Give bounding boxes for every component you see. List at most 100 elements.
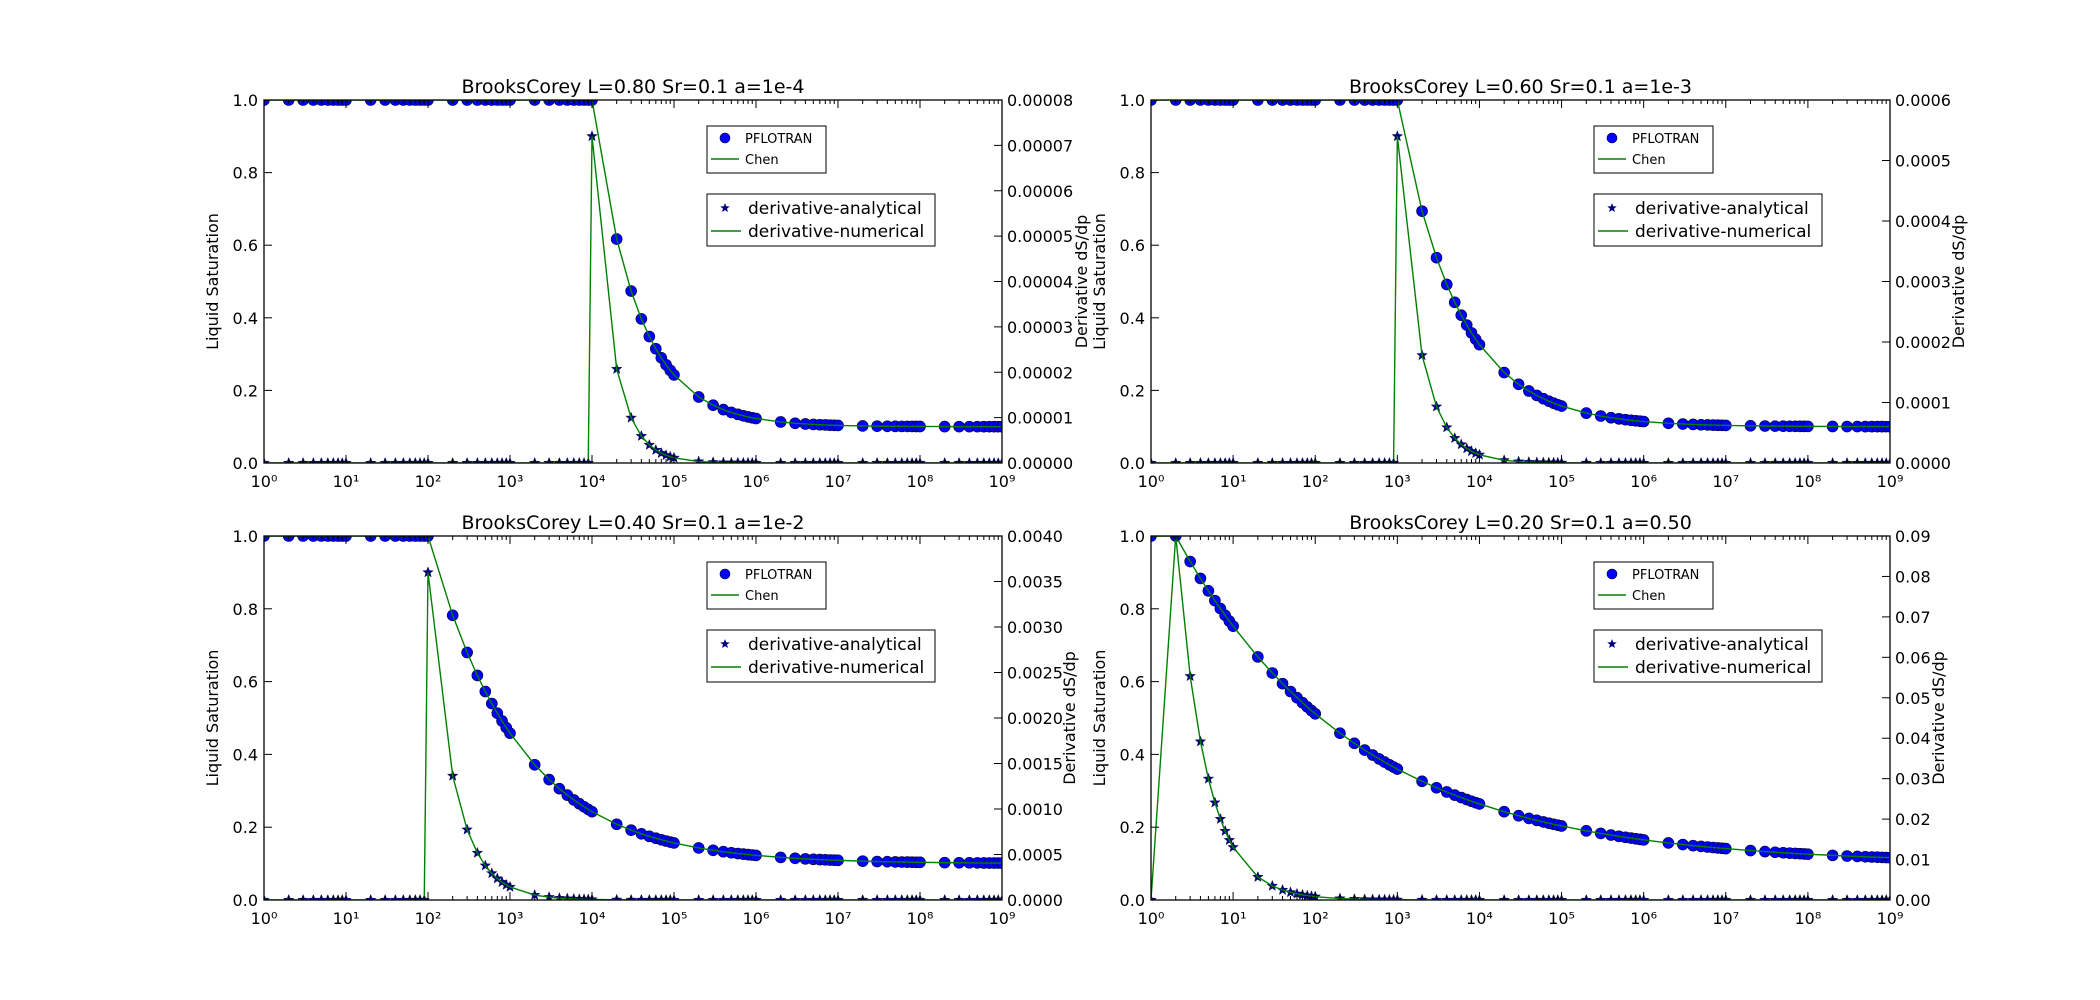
x-tick-label: 10³ bbox=[1384, 909, 1411, 928]
x-axis: 10⁰ 10¹ 10² 10³ 10⁴ 10⁵ 10⁶ 10⁷ 10⁸ 10⁹ bbox=[1138, 100, 1903, 491]
y-tick-label: 0.6 bbox=[1120, 673, 1145, 692]
y2-tick-label: 0.07 bbox=[1895, 608, 1931, 627]
y-tick-label: 0.8 bbox=[1120, 600, 1145, 619]
y-tick-label: 0.6 bbox=[233, 673, 258, 692]
y2-tick-label: 0.0030 bbox=[1007, 618, 1063, 637]
y2-tick-label: 0.00003 bbox=[1007, 318, 1073, 337]
y-tick-label: 0.2 bbox=[1120, 818, 1145, 837]
y-axis-left: 0.0 0.2 0.4 0.6 0.8 1.0 Liquid Saturation bbox=[1090, 91, 1159, 473]
y2-tick-label: 0.0001 bbox=[1895, 394, 1951, 413]
y-tick-label: 0.4 bbox=[1120, 309, 1145, 328]
y2-axis-label: Derivative dS/dp bbox=[1072, 215, 1091, 349]
series-pflotran bbox=[264, 536, 1002, 869]
y-tick-label: 0.0 bbox=[233, 891, 258, 910]
legend-saturation: PFLOTRAN Chen bbox=[706, 125, 827, 174]
y-axis-right: 0.0000 0.0005 0.0010 0.0015 0.0020 0.0025 0.00… bbox=[994, 527, 1079, 910]
legend-marker-star bbox=[720, 639, 730, 649]
x-tick-label: 10³ bbox=[1384, 472, 1411, 491]
y-axis-label: Liquid Saturation bbox=[1090, 650, 1109, 787]
y-tick-label: 0.4 bbox=[1120, 745, 1145, 764]
y2-tick-label: 0.0005 bbox=[1895, 152, 1951, 171]
subplot-2: 10⁰ 10¹ 10² 10³ 10⁴ 10⁵ 10⁶ 10⁷ 10⁸ 10⁹0.00.20.40… bbox=[1090, 76, 1968, 491]
y2-tick-label: 0.05 bbox=[1895, 689, 1931, 708]
legend-derivative: derivative-analytical derivative-numerica… bbox=[706, 629, 936, 683]
plot-marks bbox=[264, 536, 1002, 900]
series-line bbox=[264, 100, 1002, 428]
legend-saturation: PFLOTRAN Chen bbox=[1593, 561, 1714, 610]
legend-label: PFLOTRAN bbox=[1632, 132, 1699, 147]
series-line bbox=[1151, 100, 1890, 428]
y-tick-label: 1.0 bbox=[1120, 527, 1145, 546]
y2-axis-label: Derivative dS/dp bbox=[1060, 651, 1079, 785]
y2-tick-label: 0.00004 bbox=[1007, 273, 1073, 292]
y-tick-label: 0.0 bbox=[1120, 891, 1145, 910]
y-tick-label: 0.6 bbox=[233, 236, 258, 255]
y-tick-label: 0.8 bbox=[233, 600, 258, 619]
series-derivative-analytical bbox=[264, 566, 1002, 900]
x-tick-label: 10⁹ bbox=[989, 472, 1016, 491]
series-line bbox=[1151, 536, 1890, 900]
x-tick-label: 10⁸ bbox=[1794, 909, 1821, 928]
series-chen bbox=[264, 100, 1002, 428]
x-tick-label: 10⁰ bbox=[251, 909, 278, 928]
x-tick-label: 10⁸ bbox=[1794, 472, 1821, 491]
y2-tick-label: 0.00008 bbox=[1007, 91, 1073, 110]
y2-tick-label: 0.03 bbox=[1895, 770, 1931, 789]
y2-tick-label: 0.02 bbox=[1895, 810, 1931, 829]
legend-marker-circle bbox=[1606, 568, 1618, 580]
x-tick-label: 10⁵ bbox=[661, 472, 688, 491]
plot-area bbox=[1151, 536, 1890, 900]
x-tick-label: 10⁵ bbox=[661, 909, 688, 928]
axes-frame bbox=[1150, 535, 1891, 901]
y-tick-label: 0.8 bbox=[233, 164, 258, 183]
y-axis-right: 0.0000 0.0001 0.0002 0.0003 0.0004 0.0005 0.00… bbox=[1882, 91, 1968, 473]
y-tick-label: 1.0 bbox=[233, 527, 258, 546]
x-tick-label: 10⁴ bbox=[579, 472, 606, 491]
legend-label: Chen bbox=[1632, 153, 1666, 168]
chart-title: BrooksCorey L=0.40 Sr=0.1 a=1e-2 bbox=[461, 512, 804, 534]
y-axis-right: 0.00 0.01 0.02 0.03 0.04 0.05 0.06 0.07 0.08 0.09… bbox=[1882, 527, 1948, 910]
y2-tick-label: 0.0000 bbox=[1895, 454, 1951, 473]
legend-label: derivative-analytical bbox=[1635, 635, 1809, 655]
legend-label: PFLOTRAN bbox=[1632, 568, 1699, 583]
y-axis-left: 0.0 0.2 0.4 0.6 0.8 1.0 Liquid Saturation bbox=[203, 527, 272, 910]
plot-area bbox=[264, 100, 1002, 463]
legend-box bbox=[1593, 193, 1823, 247]
x-tick-label: 10⁴ bbox=[1466, 472, 1493, 491]
legend-label: derivative-analytical bbox=[748, 199, 922, 219]
data-point-star bbox=[1151, 893, 1157, 900]
x-tick-label: 10² bbox=[1302, 909, 1329, 928]
series-line bbox=[264, 136, 1002, 463]
y-axis-label: Liquid Saturation bbox=[203, 650, 222, 787]
x-tick-label: 10⁴ bbox=[1466, 909, 1493, 928]
y2-tick-label: 0.08 bbox=[1895, 567, 1931, 586]
y2-tick-label: 0.0020 bbox=[1007, 709, 1063, 728]
x-tick-label: 10⁸ bbox=[907, 909, 934, 928]
x-tick-label: 10¹ bbox=[333, 909, 360, 928]
legend-label: PFLOTRAN bbox=[745, 132, 812, 147]
y2-tick-label: 0.0025 bbox=[1007, 664, 1063, 683]
y-tick-label: 0.4 bbox=[233, 745, 258, 764]
y-tick-label: 0.6 bbox=[1120, 236, 1145, 255]
legend-marker-circle bbox=[1606, 132, 1618, 144]
legend-label: derivative-numerical bbox=[748, 658, 924, 678]
legend-marker-star bbox=[1607, 639, 1617, 649]
y2-tick-label: 0.0003 bbox=[1895, 273, 1951, 292]
x-axis: 10⁰ 10¹ 10² 10³ 10⁴ 10⁵ 10⁶ 10⁷ 10⁸ 10⁹ bbox=[251, 536, 1015, 928]
legend-label: derivative-numerical bbox=[1635, 658, 1811, 678]
x-tick-label: 10¹ bbox=[1220, 909, 1247, 928]
data-point bbox=[1151, 100, 1157, 106]
legend-marker-circle bbox=[719, 132, 731, 144]
data-point-star bbox=[1151, 456, 1157, 463]
plot-area bbox=[1151, 100, 1890, 463]
chart-title: BrooksCorey L=0.80 Sr=0.1 a=1e-4 bbox=[461, 76, 804, 98]
y2-axis-label: Derivative dS/dp bbox=[1949, 215, 1968, 349]
plot-marks bbox=[264, 100, 1002, 463]
y-tick-label: 1.0 bbox=[233, 91, 258, 110]
legend-label: derivative-analytical bbox=[1635, 199, 1809, 219]
y-axis-left: 0.0 0.2 0.4 0.6 0.8 1.0 Liquid Saturation bbox=[1090, 527, 1159, 910]
x-axis: 10⁰ 10¹ 10² 10³ 10⁴ 10⁵ 10⁶ 10⁷ 10⁸ 10⁹ bbox=[1138, 536, 1903, 928]
series-line bbox=[1151, 536, 1890, 859]
x-tick-label: 10¹ bbox=[1220, 472, 1247, 491]
series-line bbox=[264, 536, 1002, 864]
